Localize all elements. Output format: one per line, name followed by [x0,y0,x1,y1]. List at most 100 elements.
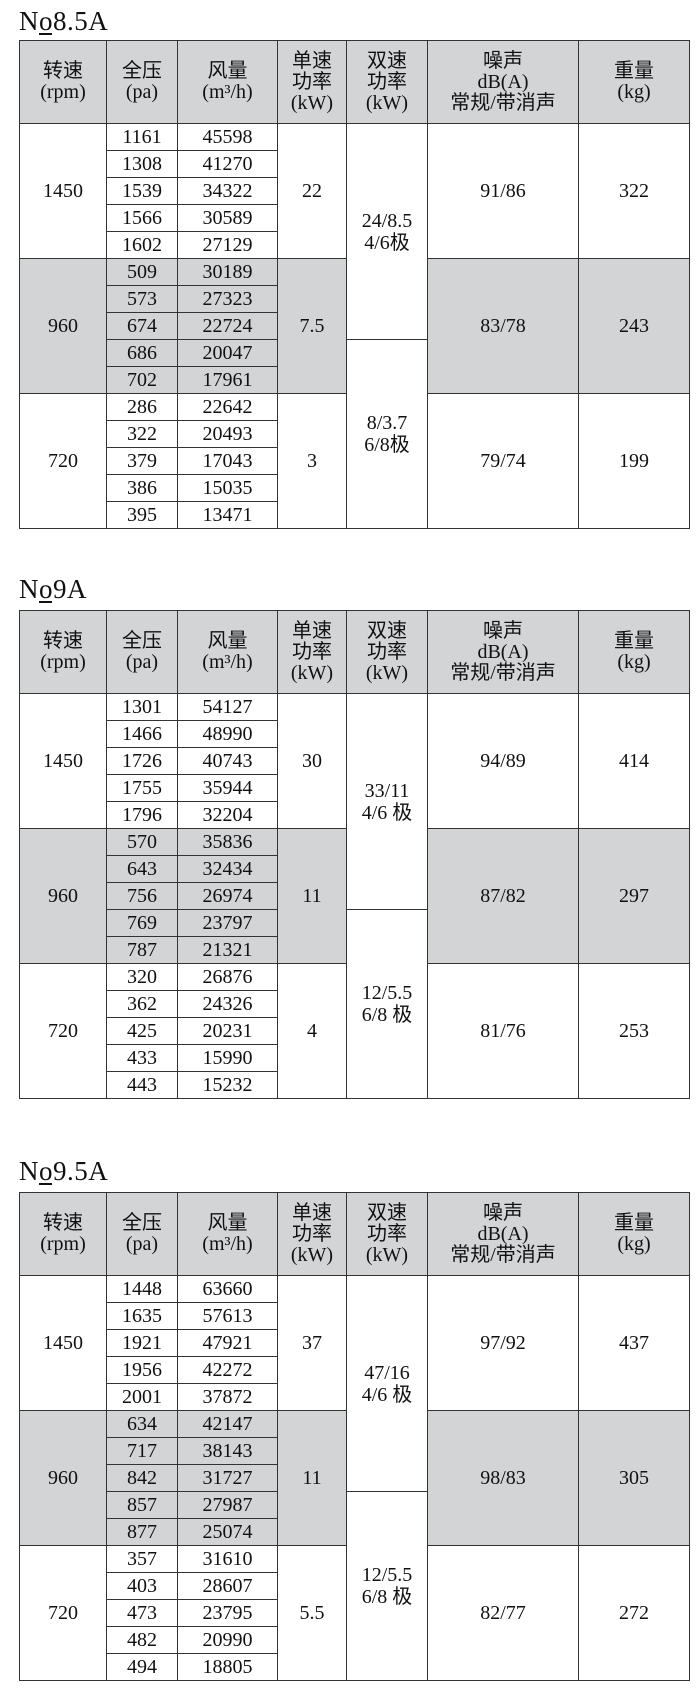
column-header: 风量 (m³/h) [177,610,278,694]
airflow-cell: 35944 [177,774,278,802]
table-row: 787 21321 [20,936,690,964]
table-row: 674 22724 [20,312,690,340]
airflow-cell: 54127 [177,693,278,721]
pressure-cell: 769 [106,909,178,937]
airflow-cell: 20047 [177,339,278,367]
column-header: 风量 (m³/h) [177,1192,278,1276]
pressure-cell: 403 [106,1572,178,1600]
pressure-cell: 686 [106,339,178,367]
table-row: 1635 57613 [20,1302,690,1330]
table-row: 403 28607 [20,1572,690,1600]
table-row: 1726 40743 [20,747,690,775]
table-row: 395 13471 [20,501,690,529]
table-row: 1921 47921 [20,1329,690,1357]
airflow-cell: 42272 [177,1356,278,1384]
rpm-cell: 1450 [19,693,107,829]
table-row: 720 286 22642 3 79/74 199 [19,393,690,529]
column-header: 转速 (rpm) [19,40,107,124]
airflow-cell: 63660 [177,1275,278,1303]
pressure-cell: 1301 [106,693,178,721]
airflow-cell: 24326 [177,990,278,1018]
rpm-cell: 1450 [19,123,107,259]
pressure-cell: 433 [106,1044,178,1072]
column-header: 风量 (m³/h) [177,40,278,124]
airflow-cell: 32204 [177,801,278,829]
noise-cell: 98/83 [427,1410,579,1546]
pressure-cell: 2001 [106,1383,178,1411]
table-row: 473 23795 [20,1599,690,1627]
pressure-cell: 1539 [106,177,178,205]
airflow-cell: 22642 [177,393,278,421]
header-row: 转速 (rpm) 全压 (pa) 风量 (m³/h) 单速 功率 (kW) 双速 功率 (kW) 噪声 d… [19,610,690,694]
single-power-cell: 3 [277,393,347,529]
airflow-cell: 48990 [177,720,278,748]
dual-power-cell: 33/11 4/6 极 [346,693,428,910]
table-row: 1466 48990 [20,720,690,748]
airflow-cell: 20231 [177,1017,278,1045]
pressure-cell: 1956 [106,1356,178,1384]
column-header: 全压 (pa) [106,1192,178,1276]
airflow-cell: 22724 [177,312,278,340]
weight-cell: 322 [578,123,690,259]
airflow-cell: 35836 [177,828,278,856]
airflow-cell: 17961 [177,366,278,394]
airflow-cell: 25074 [177,1518,278,1546]
pressure-cell: 1635 [106,1302,178,1330]
column-header: 全压 (pa) [106,610,178,694]
pressure-cell: 1602 [106,231,178,259]
airflow-cell: 30589 [177,204,278,232]
single-power-cell: 5.5 [277,1545,347,1681]
column-header: 转速 (rpm) [19,610,107,694]
table-row: 1450 1448 63660 37 47/16 4/6 极 97/92 437 [19,1275,690,1492]
column-header: 单速 功率 (kW) [277,1192,347,1276]
column-header: 全压 (pa) [106,40,178,124]
pressure-cell: 857 [106,1491,178,1519]
airflow-cell: 38143 [177,1437,278,1465]
section-title: No9A [19,574,87,604]
pressure-cell: 674 [106,312,178,340]
airflow-cell: 41270 [177,150,278,178]
weight-cell: 305 [578,1410,690,1546]
rpm-cell: 960 [19,828,107,964]
single-power-cell: 7.5 [277,258,347,394]
table-row: 1308 41270 [20,150,690,178]
table-row: 425 20231 [20,1017,690,1045]
airflow-cell: 13471 [177,501,278,529]
table-row: 443 15232 [20,1071,690,1099]
weight-cell: 437 [578,1275,690,1411]
table-row: 842 31727 [20,1464,690,1492]
table-row: 756 26974 [20,882,690,910]
pressure-cell: 1726 [106,747,178,775]
airflow-cell: 47921 [177,1329,278,1357]
table-row: 643 32434 [20,855,690,883]
noise-cell: 82/77 [427,1545,579,1681]
table-row: 1450 1301 54127 30 33/11 4/6 极 94/89 414 [19,693,690,910]
pressure-cell: 379 [106,447,178,475]
table-row: 1956 42272 [20,1356,690,1384]
pressure-cell: 1161 [106,123,178,151]
pressure-cell: 787 [106,936,178,964]
pressure-cell: 286 [106,393,178,421]
table-row: 362 24326 [20,990,690,1018]
weight-cell: 243 [578,258,690,394]
airflow-cell: 42147 [177,1410,278,1438]
airflow-cell: 23797 [177,909,278,937]
pressure-cell: 1796 [106,801,178,829]
dual-power-cell: 12/5.5 6/8 极 [346,1491,428,1681]
airflow-cell: 26974 [177,882,278,910]
table-row: 686 20047 8/3.7 6/8极 [20,339,690,529]
single-power-cell: 4 [277,963,347,1099]
table-row: 960 570 35836 11 87/82 297 [19,828,690,964]
airflow-cell: 20990 [177,1626,278,1654]
pressure-cell: 570 [106,828,178,856]
dual-power-cell: 12/5.5 6/8 极 [346,909,428,1099]
column-header: 转速 (rpm) [19,1192,107,1276]
section-title: No9.5A [19,1156,109,1186]
pressure-cell: 1308 [106,150,178,178]
pressure-cell: 425 [106,1017,178,1045]
pressure-cell: 756 [106,882,178,910]
weight-cell: 199 [578,393,690,529]
header-row: 转速 (rpm) 全压 (pa) 风量 (m³/h) 单速 功率 (kW) 双速 功率 (kW) 噪声 d… [19,40,690,124]
header-row: 转速 (rpm) 全压 (pa) 风量 (m³/h) 单速 功率 (kW) 双速 功率 (kW) 噪声 d… [19,1192,690,1276]
pressure-cell: 1566 [106,204,178,232]
